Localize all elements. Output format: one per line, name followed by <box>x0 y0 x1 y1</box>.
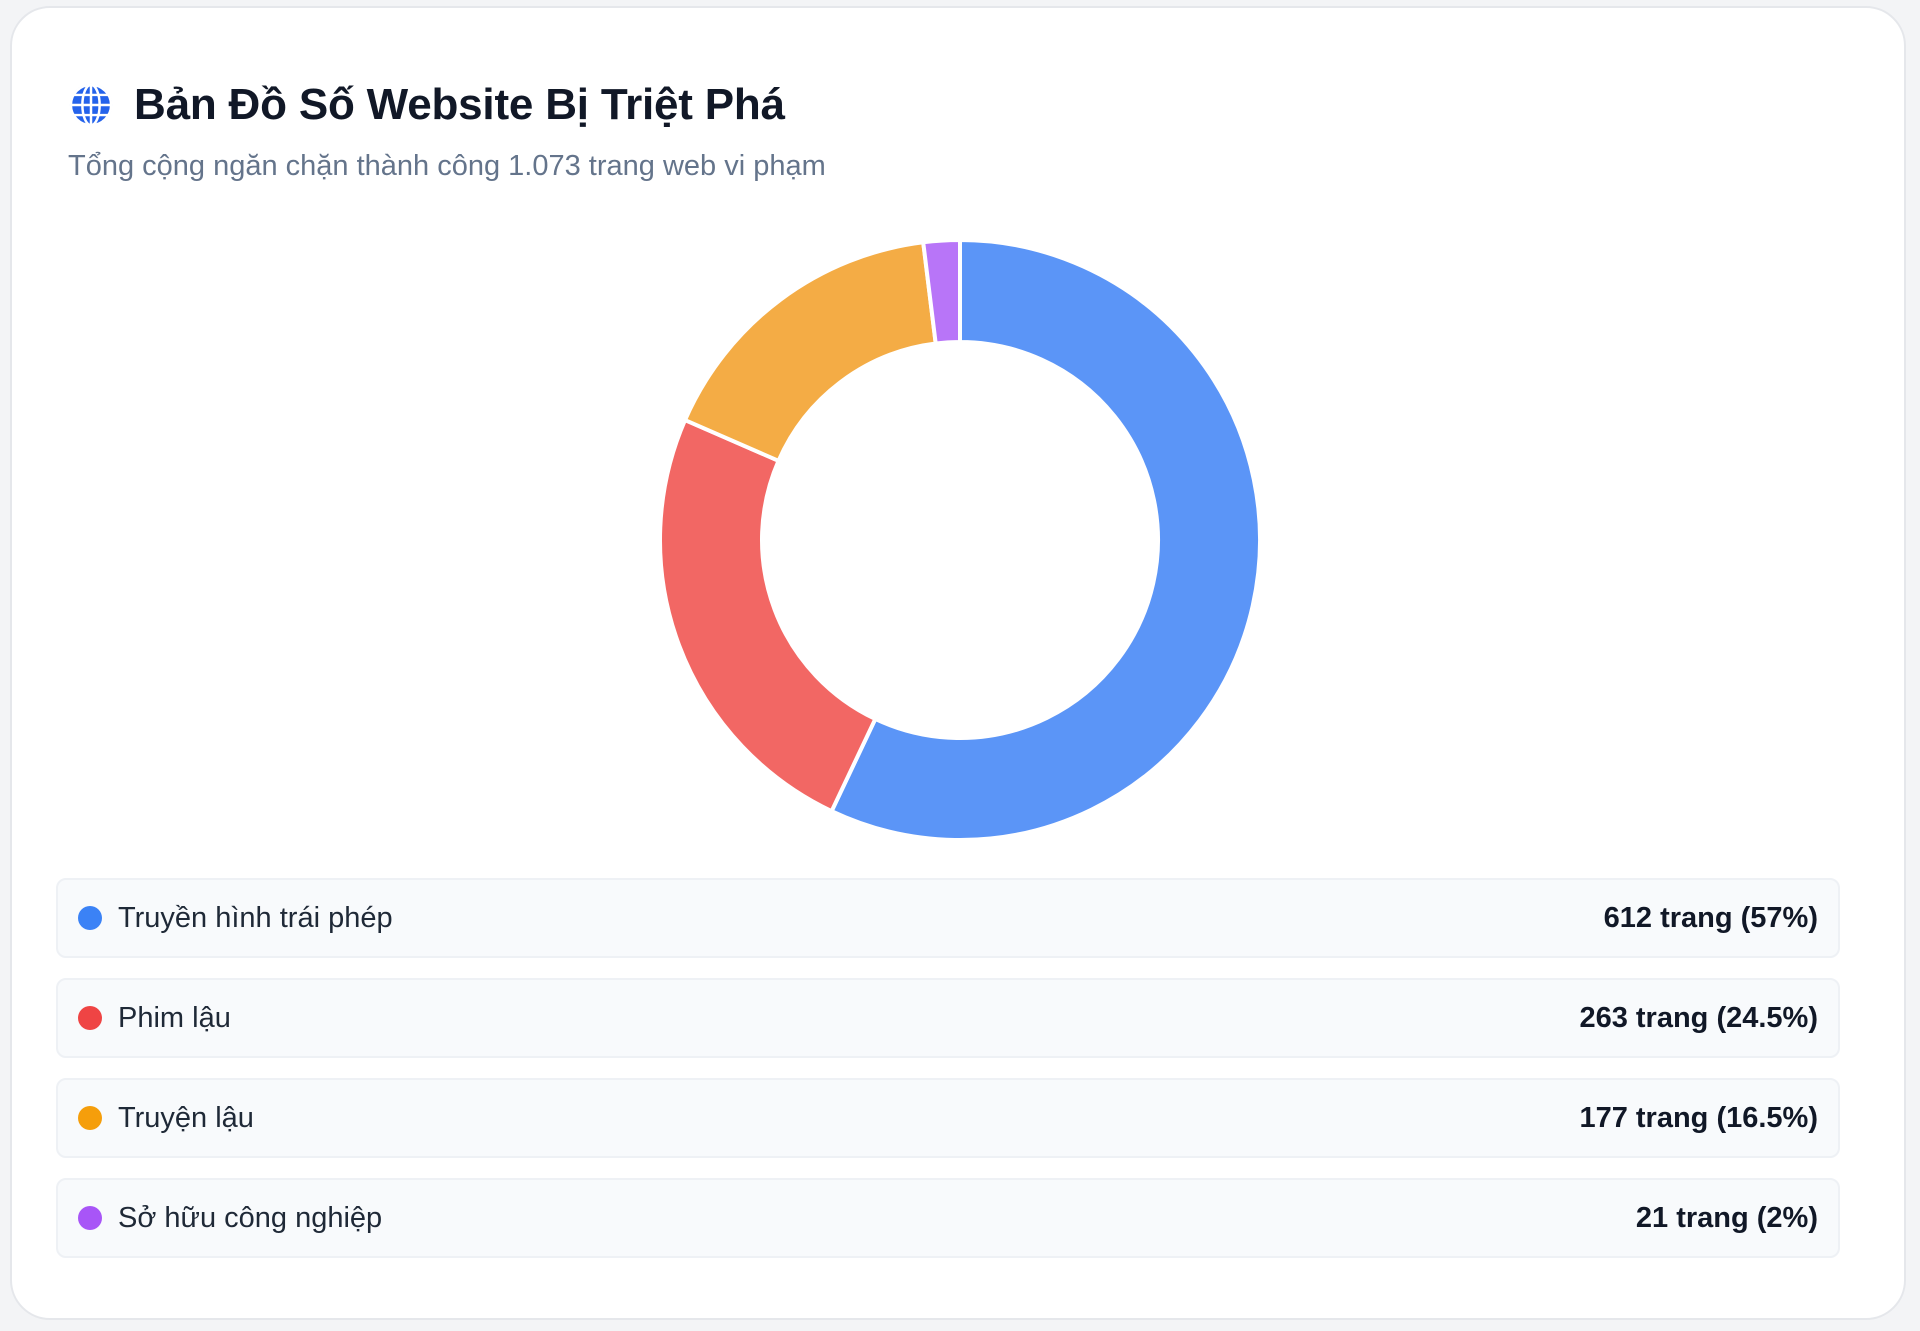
donut-slice-0 <box>829 238 1262 842</box>
donut-slice-2 <box>683 240 938 463</box>
donut-slice-3 <box>921 238 962 346</box>
legend-value: 612 trang (57%) <box>1603 901 1818 934</box>
legend-item-1: Phim lậu 263 trang (24.5%) <box>56 978 1840 1058</box>
legend-item-0: Truyền hình trái phép 612 trang (57%) <box>56 878 1840 958</box>
card-header: Bản Đồ Số Website Bị Triệt Phá Tổng cộng… <box>68 70 1848 183</box>
legend-swatch <box>78 1106 102 1130</box>
legend-label: Sở hữu công nghiệp <box>118 1201 383 1234</box>
legend-item-3: Sở hữu công nghiệp 21 trang (2%) <box>56 1178 1840 1258</box>
title-row: Bản Đồ Số Website Bị Triệt Phá <box>68 70 1848 140</box>
legend-swatch <box>78 906 102 930</box>
donut-slice-1 <box>658 418 878 814</box>
legend-label: Truyện lậu <box>118 1101 254 1134</box>
legend-value: 263 trang (24.5%) <box>1579 1001 1818 1034</box>
legend-label: Phim lậu <box>118 1001 231 1034</box>
chart-legend: Truyền hình trái phép 612 trang (57%) Ph… <box>56 878 1840 1278</box>
donut-chart <box>658 238 1262 842</box>
chart-title: Bản Đồ Số Website Bị Triệt Phá <box>134 80 785 129</box>
legend-value: 177 trang (16.5%) <box>1579 1101 1818 1134</box>
legend-item-2: Truyện lậu 177 trang (16.5%) <box>56 1078 1840 1158</box>
chart-subtitle: Tổng cộng ngăn chặn thành công 1.073 tra… <box>68 150 826 182</box>
legend-swatch <box>78 1206 102 1230</box>
legend-swatch <box>78 1006 102 1030</box>
globe-icon <box>69 83 113 127</box>
legend-value: 21 trang (2%) <box>1635 1201 1818 1234</box>
legend-label: Truyền hình trái phép <box>118 901 393 934</box>
